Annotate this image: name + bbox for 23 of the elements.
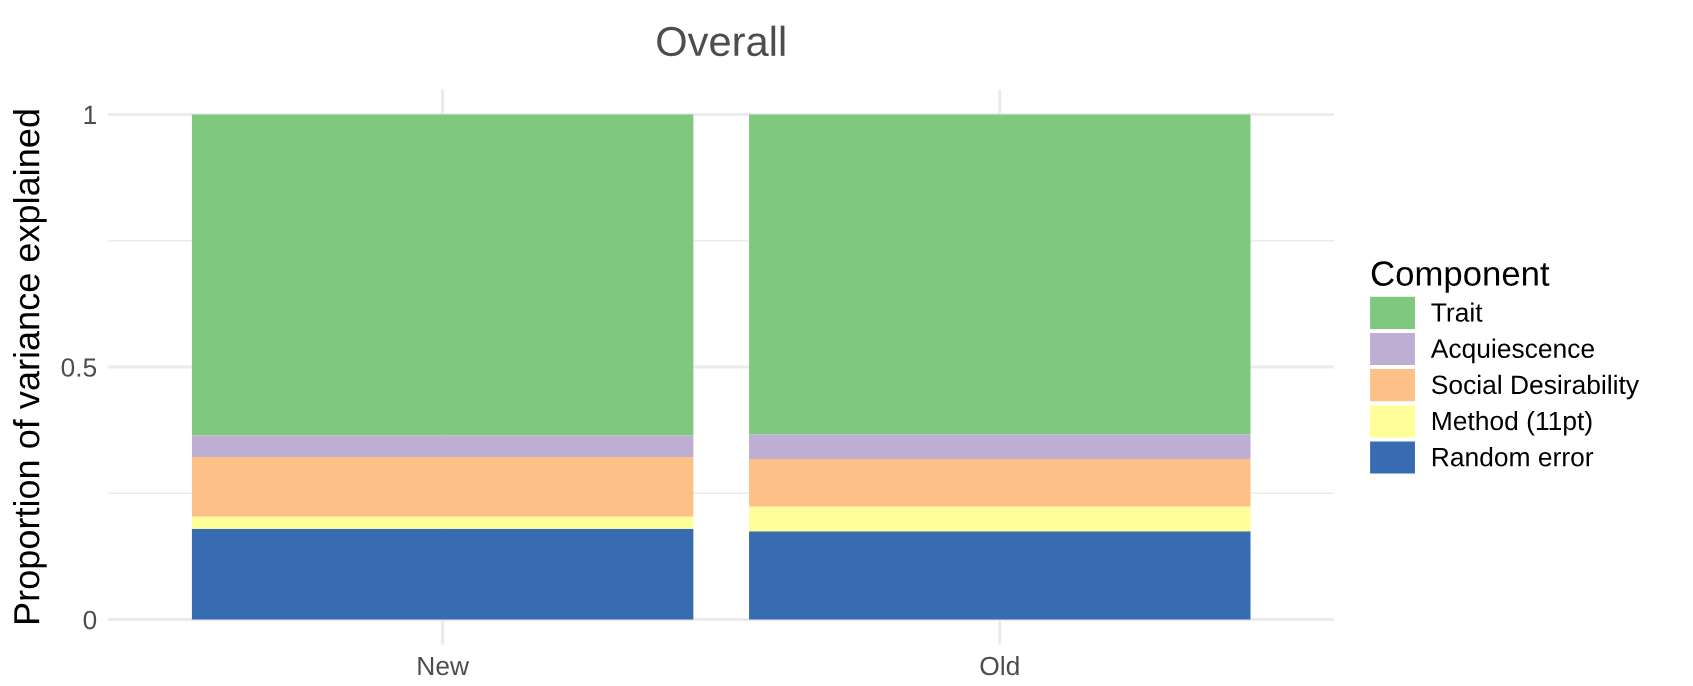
bar [191, 456, 694, 517]
bar [191, 435, 694, 457]
legend-label: Social Desirability [1431, 374, 1639, 400]
chart-title: Overall [657, 25, 785, 57]
legend-label: Random error [1432, 447, 1594, 467]
bar [191, 528, 694, 620]
bar [191, 114, 694, 436]
legend-label: Method (11pt) [1432, 410, 1592, 436]
bar [749, 506, 1251, 532]
y-tick-label: 1 [84, 105, 96, 124]
legend-label: Acquiescence [1430, 338, 1594, 364]
legend-label: Trait [1431, 302, 1483, 322]
legend-title: Component [1371, 261, 1550, 293]
y-axis-title: Proportion of variance explained [13, 110, 47, 623]
bar [749, 434, 1251, 459]
bar [749, 531, 1251, 620]
x-tick-label: Old [980, 655, 1019, 676]
bar [749, 114, 1251, 435]
bar [749, 458, 1251, 507]
x-tick-label: New [418, 656, 470, 676]
bar [191, 516, 694, 529]
y-tick-label: 0 [83, 610, 97, 630]
y-tick-label: 0.5 [61, 358, 97, 377]
